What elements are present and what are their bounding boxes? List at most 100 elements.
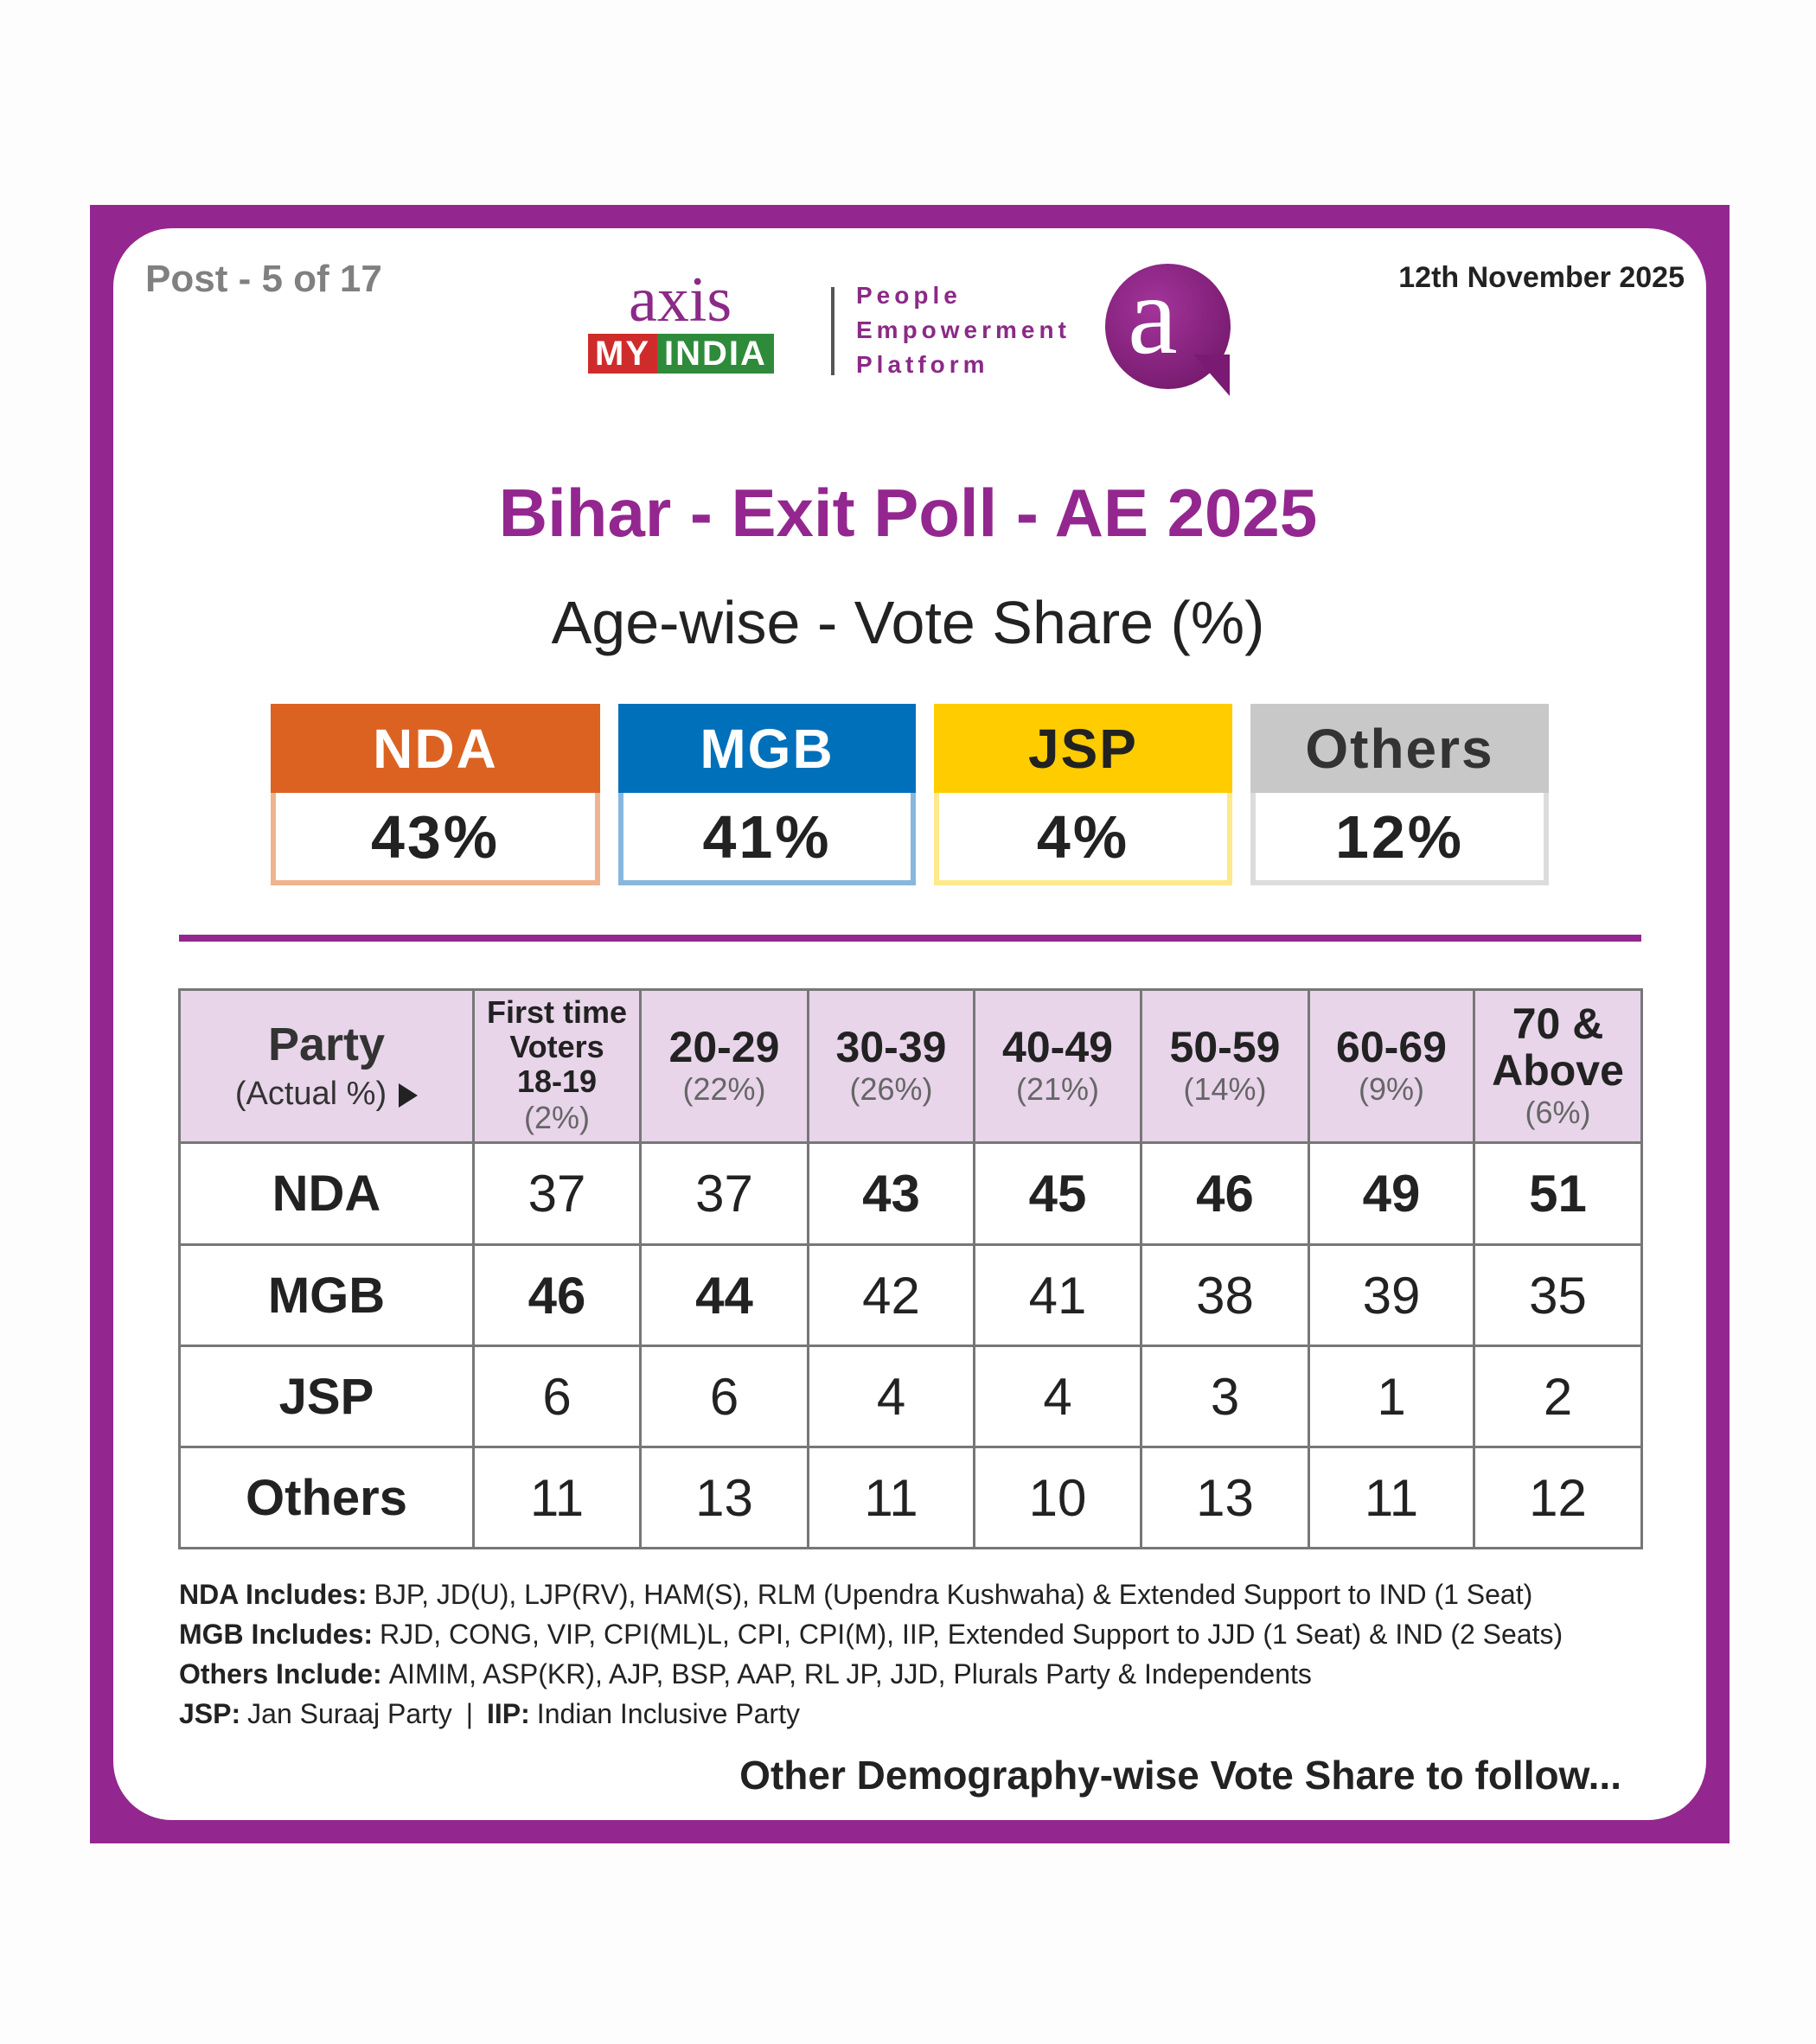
table-value: 39 [1308,1243,1475,1347]
summary-value: 41% [618,793,916,885]
table-value: 1 [1308,1345,1475,1448]
column-share: (6%) [1525,1095,1591,1130]
note-label: Others Include: [179,1658,382,1689]
column-label: First time [486,994,628,1030]
column-label: 60-69 [1336,1023,1447,1071]
table-value: 42 [807,1243,975,1347]
column-header: 20-29 (22%) [639,988,809,1144]
column-label: 30-39 [835,1023,947,1071]
corner-sub: (Actual %) [234,1076,387,1112]
note-line: Others Include: AIMIM, ASP(KR), AJP, BSP,… [179,1658,1312,1690]
logo-divider [831,287,834,375]
table-value: 11 [472,1446,642,1549]
column-share: (26%) [849,1071,933,1107]
logo-band-word: INDIA [657,334,774,374]
logo-band: MY INDIA [588,334,774,374]
logo-badge-tail [1193,355,1230,396]
table-value: 11 [1308,1446,1475,1549]
summary-value: 43% [271,793,600,885]
table-value: 49 [1308,1141,1475,1246]
table-value: 13 [1140,1446,1310,1549]
table-value: 51 [1473,1141,1643,1246]
column-label: 20-29 [668,1023,780,1071]
column-header: First time Voters 18-19 (2%) [472,988,642,1144]
post-number: Post - 5 of 17 [145,258,382,300]
logo-badge-letter: a [1128,253,1178,378]
column-label: 18-19 [516,1064,598,1099]
table-value: 4 [973,1345,1142,1448]
note-line: NDA Includes: BJP, JD(U), LJP(RV), HAM(S)… [179,1579,1532,1611]
column-header: 50-59 (14%) [1140,988,1310,1144]
table-value: 35 [1473,1243,1643,1347]
table-value: 3 [1140,1345,1310,1448]
table-value: 41 [973,1243,1142,1347]
column-header: 70 & Above (6%) [1473,988,1643,1144]
row-party: MGB [178,1243,475,1347]
table-value: 38 [1140,1243,1310,1347]
column-share: (22%) [682,1071,766,1107]
summary-party: Others [1250,704,1549,793]
logo-brand: axis [629,265,732,335]
note-label: MGB Includes: [179,1619,374,1650]
logo-tagline: Platform [856,351,989,378]
column-label: 40-49 [1002,1023,1113,1071]
column-header: 30-39 (26%) [807,988,975,1144]
column-label: Voters [509,1029,604,1064]
summary-value: 4% [934,793,1232,885]
logo-tagline: Empowerment [856,316,1071,343]
note-label: IIP: [487,1698,530,1729]
column-share: (21%) [1015,1071,1100,1107]
table-value: 6 [472,1345,642,1448]
row-party: Others [178,1446,475,1549]
subtitle: Age-wise - Vote Share (%) [551,589,1265,656]
logo-band-word: MY [588,334,657,374]
footer: Other Demography-wise Vote Share to foll… [739,1753,1621,1798]
note-label: JSP: [179,1698,241,1729]
logo-tagline: People [856,282,962,309]
summary-party: MGB [618,704,916,793]
note-text: Indian Inclusive Party [536,1698,800,1729]
divider [179,935,1641,942]
note-text: BJP, JD(U), LJP(RV), HAM(S), RLM (Upendr… [374,1579,1533,1610]
summary-party: NDA [271,704,600,793]
table-corner: Party (Actual %) [178,988,475,1144]
corner-sub-line: (Actual %) [234,1072,419,1115]
table-value: 37 [472,1141,642,1246]
table-value: 43 [807,1141,975,1246]
arrow-icon [399,1083,419,1108]
table-value: 13 [639,1446,809,1549]
table-value: 2 [1473,1345,1643,1448]
table-value: 37 [639,1141,809,1246]
date: 12th November 2025 [1398,261,1685,294]
note-text: Jan Suraaj Party [247,1698,452,1729]
summary-value: 12% [1250,793,1549,885]
column-share: (14%) [1183,1071,1267,1107]
title: Bihar - Exit Poll - AE 2025 [498,475,1318,551]
column-header: 40-49 (21%) [973,988,1142,1144]
row-party: NDA [178,1141,475,1246]
note-line: MGB Includes: RJD, CONG, VIP, CPI(ML)L, C… [179,1619,1563,1651]
table-value: 11 [807,1446,975,1549]
table-value: 44 [639,1243,809,1347]
column-label: 70 & [1512,1000,1604,1048]
column-label: Above [1492,1046,1624,1095]
table-value: 46 [472,1243,642,1347]
note-label: NDA Includes: [179,1579,368,1610]
row-party: JSP [178,1345,475,1448]
column-share: (2%) [523,1100,590,1135]
table-value: 12 [1473,1446,1643,1549]
table-value: 45 [973,1141,1142,1246]
table-value: 46 [1140,1141,1310,1246]
column-label: 50-59 [1169,1023,1281,1071]
note-text: AIMIM, ASP(KR), AJP, BSP, AAP, RL JP, JJ… [388,1658,1312,1689]
corner-label: Party [267,1019,386,1070]
note-text: RJD, CONG, VIP, CPI(ML)L, CPI, CPI(M), I… [380,1619,1563,1650]
table-value: 4 [807,1345,975,1448]
note-separator: | [465,1698,474,1729]
column-header: 60-69 (9%) [1308,988,1475,1144]
table-value: 6 [639,1345,809,1448]
summary-party: JSP [934,704,1232,793]
note-line: JSP: Jan Suraaj Party | IIP: Indian Inclusiv… [179,1698,800,1730]
table-value: 10 [973,1446,1142,1549]
